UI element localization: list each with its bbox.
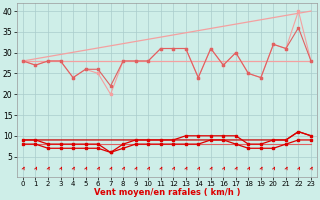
X-axis label: Vent moyen/en rafales ( km/h ): Vent moyen/en rafales ( km/h ) [94,188,240,197]
